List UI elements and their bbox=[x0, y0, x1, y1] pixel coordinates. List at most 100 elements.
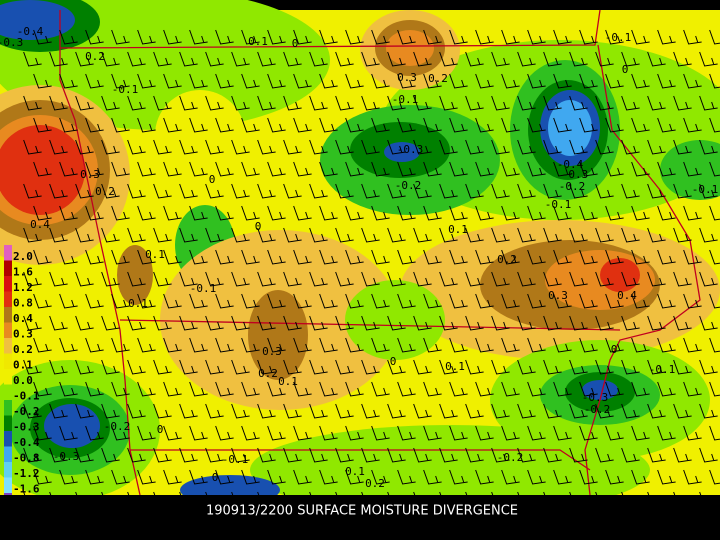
wind-barb bbox=[449, 293, 468, 309]
wind-barb bbox=[75, 139, 94, 155]
wind-barb bbox=[241, 469, 260, 485]
wind-barb bbox=[345, 425, 364, 441]
legend-swatch bbox=[4, 291, 12, 307]
wind-barb bbox=[371, 381, 390, 397]
wind-barb bbox=[439, 95, 458, 111]
wind-barb bbox=[517, 51, 536, 67]
border bbox=[130, 449, 591, 471]
wind-barb bbox=[605, 381, 624, 397]
wind-barb bbox=[33, 337, 52, 353]
contour-label: 0.1 bbox=[445, 360, 465, 373]
wind-barb bbox=[553, 205, 572, 221]
contour-region bbox=[660, 140, 720, 200]
wind-barb bbox=[553, 249, 572, 265]
wind-barb bbox=[579, 293, 598, 309]
wind-barb bbox=[127, 139, 146, 155]
wind-barb bbox=[631, 249, 650, 265]
wind-barb bbox=[683, 469, 702, 485]
wind-barb bbox=[553, 29, 572, 45]
wind-barb bbox=[631, 205, 650, 221]
wind-barb bbox=[257, 315, 276, 331]
wind-barb bbox=[449, 469, 468, 485]
wind-barb bbox=[631, 469, 650, 485]
wind-barb bbox=[631, 161, 650, 177]
wind-barb bbox=[673, 271, 692, 287]
wind-barb bbox=[345, 293, 364, 309]
wind-barb bbox=[179, 51, 198, 67]
contour-label: -0.1 bbox=[649, 363, 676, 376]
legend-swatch bbox=[4, 245, 12, 261]
wind-barb bbox=[465, 359, 484, 375]
wind-barb bbox=[179, 227, 198, 243]
wind-barb bbox=[153, 359, 172, 375]
wind-barb bbox=[439, 359, 458, 375]
wind-barb bbox=[267, 29, 286, 45]
wind-barb bbox=[387, 315, 406, 331]
wind-barb bbox=[709, 29, 720, 45]
wind-barb bbox=[683, 73, 702, 89]
wind-barb bbox=[59, 337, 78, 353]
wind-barb bbox=[23, 447, 42, 463]
wind-barb bbox=[241, 381, 260, 397]
wind-barb bbox=[683, 29, 702, 45]
wind-barb bbox=[423, 337, 442, 353]
wind-barb bbox=[85, 293, 104, 309]
wind-barb bbox=[153, 51, 172, 67]
wind-barb bbox=[179, 447, 198, 463]
wind-barb bbox=[397, 29, 416, 45]
wind-barb bbox=[709, 205, 720, 221]
wind-barb bbox=[267, 337, 286, 353]
contour-region bbox=[386, 30, 434, 66]
wind-barb bbox=[631, 425, 650, 441]
wind-barb bbox=[491, 51, 510, 67]
wind-barb bbox=[33, 293, 52, 309]
wind-barb bbox=[657, 381, 676, 397]
wind-barb bbox=[33, 469, 52, 485]
wind-barb bbox=[293, 337, 312, 353]
wind-barb bbox=[647, 227, 666, 243]
wind-barb bbox=[283, 95, 302, 111]
wind-barb bbox=[371, 205, 390, 221]
wind-barb bbox=[491, 271, 510, 287]
wind-barb bbox=[101, 95, 120, 111]
wind-barb bbox=[215, 249, 234, 265]
wind-barb bbox=[59, 381, 78, 397]
wind-barb bbox=[673, 183, 692, 199]
wind-barb bbox=[371, 117, 390, 133]
wind-barb bbox=[309, 315, 328, 331]
wind-barb bbox=[231, 51, 250, 67]
wind-barb bbox=[413, 315, 432, 331]
legend-label: -1.6 bbox=[13, 483, 40, 496]
wind-barb bbox=[319, 205, 338, 221]
wind-barb bbox=[335, 183, 354, 199]
wind-barb bbox=[387, 447, 406, 463]
wind-barb bbox=[163, 469, 182, 485]
wind-barb bbox=[543, 227, 562, 243]
wind-barb bbox=[517, 271, 536, 287]
wind-barb bbox=[371, 469, 390, 485]
wind-barb bbox=[579, 161, 598, 177]
wind-barb bbox=[241, 293, 260, 309]
wind-barb bbox=[49, 95, 68, 111]
wind-barb bbox=[579, 249, 598, 265]
wind-barb bbox=[699, 139, 718, 155]
wind-barb bbox=[189, 117, 208, 133]
wind-barb bbox=[189, 249, 208, 265]
wind-barb bbox=[189, 73, 208, 89]
wind-barb bbox=[657, 469, 676, 485]
contour-label: 0.1 bbox=[345, 465, 365, 478]
wind-barb bbox=[267, 381, 286, 397]
wind-barb bbox=[127, 359, 146, 375]
wind-barb bbox=[475, 29, 494, 45]
wind-barb bbox=[257, 359, 276, 375]
wind-barb bbox=[449, 425, 468, 441]
wind-barb bbox=[423, 293, 442, 309]
contour-label: 0 bbox=[255, 220, 262, 233]
wind-barb bbox=[449, 205, 468, 221]
contour-label: 0.1 bbox=[448, 223, 468, 236]
wind-barb bbox=[631, 337, 650, 353]
wind-barb bbox=[621, 315, 640, 331]
wind-barb bbox=[449, 337, 468, 353]
